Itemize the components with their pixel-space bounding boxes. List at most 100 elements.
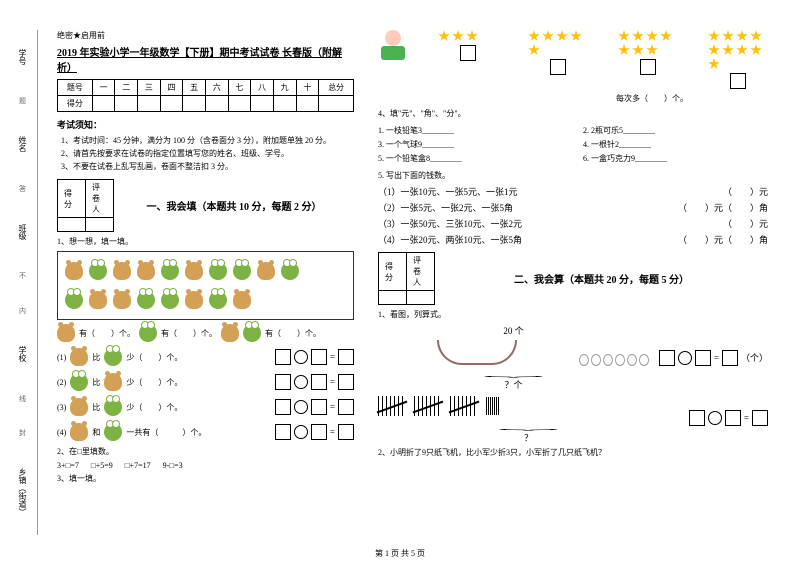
star-icon [708, 44, 720, 56]
answer-box[interactable] [275, 399, 291, 415]
frog-icon [89, 262, 107, 280]
egg-icon [627, 354, 637, 366]
bear-icon [57, 324, 75, 342]
star-icon [438, 30, 450, 42]
op-circle[interactable] [294, 350, 308, 364]
brace-icon: ⏟ [0, 424, 800, 428]
answer-box[interactable] [659, 350, 675, 366]
answer-box[interactable] [338, 399, 354, 415]
td[interactable] [92, 96, 115, 112]
answer-box[interactable] [311, 349, 327, 365]
star-icon [528, 44, 540, 56]
fill-item: 2. 2瓶可乐5________ [583, 125, 768, 137]
th: 总分 [319, 80, 354, 96]
tally-icon [450, 396, 478, 416]
answer-box[interactable] [311, 374, 327, 390]
bear-icon [233, 291, 251, 309]
money-text: （1）一张10元、一张5元、一张1元 [378, 185, 518, 198]
op-circle[interactable] [294, 375, 308, 389]
answer-box[interactable] [722, 350, 738, 366]
answer-box[interactable] [275, 349, 291, 365]
td[interactable] [205, 96, 228, 112]
notice-item: 2、请首先按要求在试卷的指定位置填写您的姓名、班级、学号。 [61, 148, 354, 161]
equation: □+7=17 [125, 461, 151, 470]
td[interactable] [228, 96, 251, 112]
frog-icon [65, 291, 83, 309]
question-s2-2: 2、小明折了9只纸飞机，比小军少折3只，小军折了几只纸飞机？ [378, 447, 768, 459]
answer-box[interactable] [338, 374, 354, 390]
fill-item: 6. 一盒巧克力9________ [583, 153, 768, 165]
notice-item: 3、不要在试卷上乱写乱画，卷面不整洁扣 3 分。 [61, 161, 354, 174]
answer-box[interactable] [460, 45, 476, 61]
money-3: （3）一张50元、三张10元、一张2元（ ）元 [378, 217, 768, 230]
label: 比 [92, 377, 100, 388]
td[interactable] [319, 96, 354, 112]
answer-box[interactable] [695, 350, 711, 366]
td[interactable] [183, 96, 206, 112]
money-1: （1）一张10元、一张5元、一张1元 （ ）元 [378, 185, 768, 198]
mini-td[interactable] [379, 291, 407, 305]
op-circle[interactable] [678, 351, 692, 365]
twenty-label: 20 个 [378, 324, 649, 337]
answer-box[interactable] [275, 374, 291, 390]
equation-boxes: =（个） [659, 350, 768, 366]
td: 得分 [58, 96, 93, 112]
qm-label: ？ [378, 431, 679, 444]
bear-icon [185, 262, 203, 280]
star-group-4 [708, 30, 768, 89]
answer-box[interactable] [550, 59, 566, 75]
th: 九 [273, 80, 296, 96]
answer-box[interactable] [640, 59, 656, 75]
bear-icon [104, 373, 122, 391]
section-2-title: 二、我会算（本题共 20 分，每题 5 分） [435, 271, 768, 286]
mini-td[interactable] [407, 291, 435, 305]
td[interactable] [296, 96, 319, 112]
label: 比 [92, 352, 100, 363]
bear-icon [65, 262, 83, 280]
tally-row [378, 396, 679, 416]
star-icon [618, 30, 630, 42]
question-s2-1: 1、看图，列算式。 [378, 309, 768, 321]
sidebar-field-class: 班级 [17, 219, 28, 245]
section-header: 得分评卷人 一、我会填（本题共 10 分，每题 2 分） [57, 179, 354, 232]
egg-icon [639, 354, 649, 366]
mini-td[interactable] [58, 218, 86, 232]
reader-icon [378, 30, 408, 60]
basket-icon [437, 340, 517, 365]
label: 有（ ）个。 [265, 328, 321, 339]
question-4: 4、填"元"、"角"、"分"。 [378, 108, 768, 120]
sidebar-field-town: 乡镇（街道） [17, 463, 28, 521]
th: 十 [296, 80, 319, 96]
question-3: 3、填一填。 [57, 473, 354, 485]
money-text: （4）一张20元、两张10元、一张5角 [378, 233, 522, 246]
star-icon [750, 30, 762, 42]
td[interactable] [115, 96, 138, 112]
tally-icon [414, 396, 442, 416]
td[interactable] [138, 96, 161, 112]
frog-icon [243, 324, 261, 342]
td[interactable] [273, 96, 296, 112]
answer-box[interactable] [311, 399, 327, 415]
answer-box[interactable] [338, 349, 354, 365]
bear-icon [70, 398, 88, 416]
sidebar-seal: 封 [18, 429, 28, 436]
answer-box[interactable] [730, 73, 746, 89]
td[interactable] [160, 96, 183, 112]
label: 和 [92, 427, 100, 438]
binding-sidebar: 学号 题 姓名 答 班级 不 内 学校 线 封 乡镇（街道） [8, 30, 38, 535]
mini-td[interactable] [86, 218, 114, 232]
th: 一 [92, 80, 115, 96]
compare-3: (3)比少（ ）个。 = [57, 396, 354, 418]
star-icon [660, 30, 672, 42]
mini-th: 得分 [58, 180, 86, 218]
bear-icon [185, 291, 203, 309]
money-answer: （ ）元 [723, 185, 768, 198]
fill-item: 5. 一个铅笔盒8________ [378, 153, 563, 165]
th: 五 [183, 80, 206, 96]
op-circle[interactable] [708, 411, 722, 425]
td[interactable] [251, 96, 274, 112]
op-circle[interactable] [294, 400, 308, 414]
egg-icon [603, 354, 613, 366]
label: 有（ ）个。 [79, 328, 135, 339]
th: 三 [138, 80, 161, 96]
